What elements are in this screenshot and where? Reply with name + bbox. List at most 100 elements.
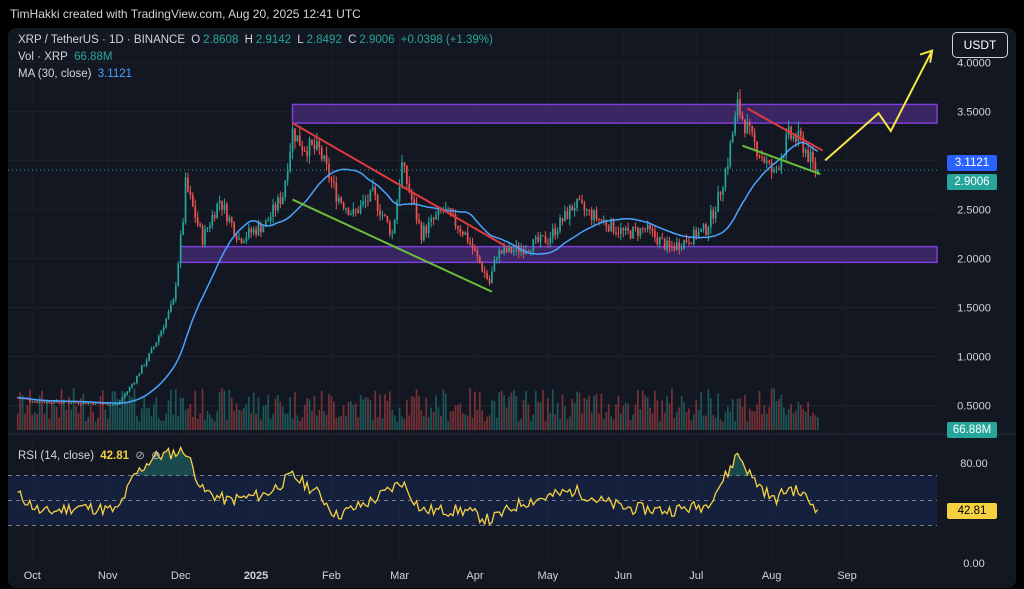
candle-body — [795, 136, 797, 142]
candle-body — [208, 225, 211, 229]
candle-body — [371, 187, 374, 190]
volume-bar — [48, 418, 51, 430]
volume-bar — [50, 399, 53, 430]
volume-bar — [126, 402, 129, 430]
candle-body — [77, 402, 80, 404]
candle-body — [537, 237, 540, 242]
candle-body — [80, 403, 82, 405]
volume-bar — [77, 412, 80, 430]
candle-body — [488, 278, 491, 284]
candle-body — [357, 209, 360, 214]
time-tick-label: Aug — [762, 570, 782, 582]
candle-body — [780, 158, 783, 170]
candle-body — [250, 228, 253, 233]
candle-body — [751, 125, 754, 133]
volume-bar — [308, 399, 311, 430]
volume-bar — [208, 414, 211, 430]
time-tick-label: May — [537, 570, 558, 582]
volume-bar — [187, 408, 189, 430]
volume-bar — [330, 396, 333, 430]
volume-bar — [97, 417, 99, 430]
price-tick-label: 2.5000 — [957, 204, 991, 216]
candle-body — [41, 401, 43, 403]
candle-body — [649, 224, 651, 230]
candle-body — [418, 219, 420, 223]
candle-body — [138, 373, 141, 376]
volume-bar — [668, 403, 671, 430]
volume-bar — [245, 404, 248, 430]
volume-bar — [605, 412, 608, 430]
volume-bar — [658, 421, 661, 430]
volume-bar — [773, 388, 775, 430]
symbol-title[interactable]: XRP / TetherUS · 1D · BINANCE — [18, 34, 186, 46]
candle-body — [238, 238, 240, 240]
volume-bar — [174, 389, 177, 430]
hide-eye-icon[interactable]: ⊘ — [135, 450, 145, 462]
volume-bar — [58, 417, 60, 430]
volume-bar — [447, 421, 450, 430]
volume-bar — [396, 421, 398, 430]
volume-bar — [437, 407, 440, 430]
candle-body — [809, 152, 812, 162]
volume-bar — [547, 398, 549, 430]
volume-bar — [21, 395, 24, 430]
volume-bar — [702, 415, 705, 430]
candle-body — [658, 237, 661, 245]
ma-label: MA (30, close) — [18, 68, 92, 80]
candle-body — [561, 217, 564, 222]
candle-body — [807, 150, 809, 162]
change-value: +0.0398 (+1.39%) — [400, 34, 493, 46]
rsi-tick-label: 80.00 — [960, 458, 988, 470]
candle-body — [111, 404, 114, 406]
settings-eye-icon[interactable]: ⊘ — [151, 450, 161, 462]
high-label: H — [244, 34, 253, 46]
volume-bar — [194, 390, 197, 430]
volume-legend[interactable]: Vol · XRP 66.88M — [18, 51, 115, 63]
candle-body — [136, 375, 138, 383]
volume-bar — [240, 410, 243, 430]
candle-body — [578, 199, 581, 201]
candle-body — [481, 263, 484, 272]
ma-legend[interactable]: MA (30, close) 3.1121 — [18, 68, 135, 80]
candle-body — [551, 228, 554, 238]
volume-bar — [812, 412, 814, 430]
candle-body — [328, 163, 330, 179]
volume-bar — [31, 415, 34, 430]
candle-body — [695, 229, 698, 238]
volume-bar — [92, 411, 94, 430]
volume-bar — [690, 420, 693, 430]
volume-bar — [602, 419, 605, 430]
candle-body — [736, 99, 739, 116]
volume-bar — [469, 388, 471, 430]
candle-body — [668, 240, 671, 247]
candle-body — [547, 242, 549, 244]
volume-bar — [751, 411, 754, 430]
candle-body — [457, 225, 459, 229]
candle-body — [629, 230, 632, 239]
candle-body — [109, 405, 111, 407]
currency-button[interactable]: USDT — [952, 32, 1008, 58]
volume-bar — [381, 418, 384, 430]
candle-body — [53, 400, 56, 404]
volume-bar — [709, 398, 712, 430]
candle-body — [150, 348, 153, 354]
volume-bar — [527, 404, 530, 430]
candle-body — [325, 155, 328, 164]
candle-body — [284, 180, 287, 198]
candle-body — [63, 400, 65, 403]
candle-body — [816, 170, 819, 175]
volume-bar — [172, 414, 175, 430]
volume-bar — [534, 391, 537, 430]
volume-bar — [133, 388, 136, 430]
volume-bar — [82, 393, 85, 430]
candle-body — [758, 156, 761, 158]
candle-body — [303, 150, 306, 152]
volume-bar — [508, 396, 510, 430]
volume-bar — [530, 420, 532, 430]
rsi-legend[interactable]: RSI (14, close) 42.81 ⊘ ⊘ — [18, 448, 164, 462]
chart-panel[interactable]: 0.50001.00001.50002.00002.50003.00003.50… — [8, 28, 1016, 588]
candle-body — [403, 162, 406, 166]
volume-bar — [741, 406, 744, 430]
chart-canvas[interactable]: 0.50001.00001.50002.00002.50003.00003.50… — [8, 28, 1016, 588]
candle-body — [748, 122, 751, 126]
